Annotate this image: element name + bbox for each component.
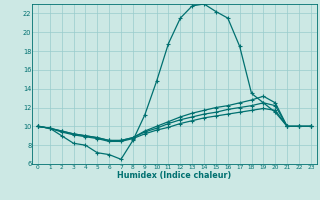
X-axis label: Humidex (Indice chaleur): Humidex (Indice chaleur) (117, 171, 232, 180)
